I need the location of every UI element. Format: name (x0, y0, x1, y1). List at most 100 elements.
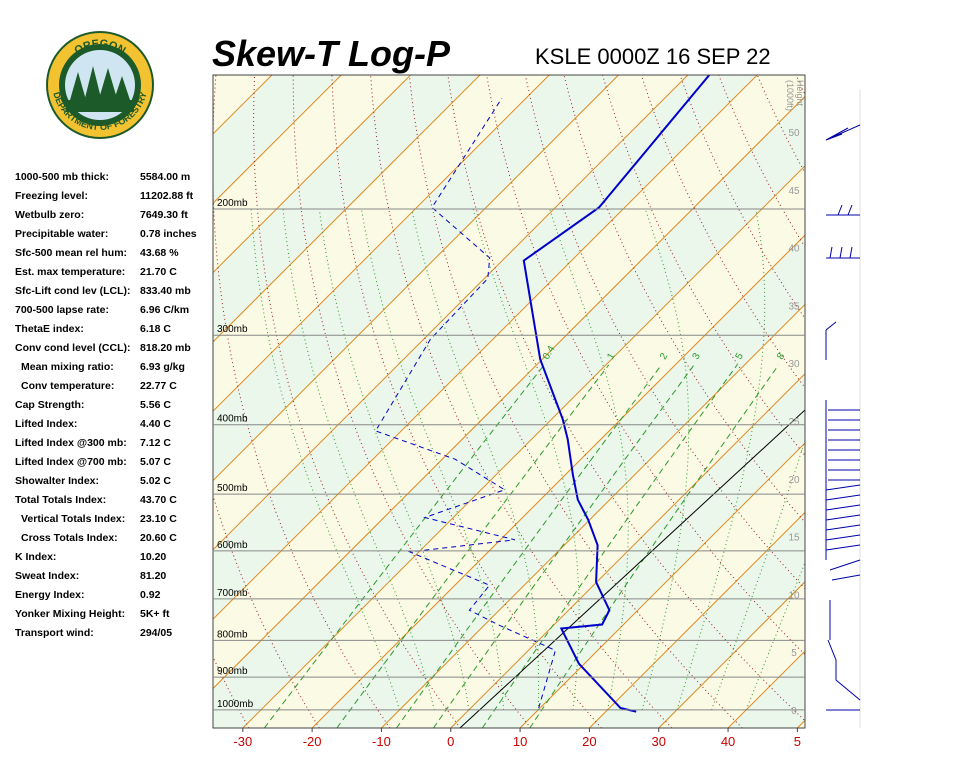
height-tick-label: 40 (788, 244, 800, 255)
index-value: 5.02 C (140, 475, 171, 487)
index-label: Energy Index: (15, 589, 84, 601)
temp-tick-label: 5 (794, 734, 801, 749)
temp-tick-label: -30 (233, 734, 252, 749)
index-label: Total Totals Index: (15, 494, 106, 506)
index-value: 22.77 C (140, 380, 177, 392)
logo-top-text: OREGON (72, 38, 127, 57)
index-value: 818.20 mb (140, 342, 191, 354)
isotherm (381, 303, 805, 728)
dry-adiabat (408, 75, 743, 728)
temp-tick-label: 40 (721, 734, 735, 749)
indices: 1000-500 mb thick: 5584.00 m Freezing leve… (15, 171, 197, 639)
height-axis-label: (1000ft) (785, 80, 795, 111)
index-label: Sweat Index: (15, 570, 79, 582)
mixing-ratio-line (396, 364, 662, 728)
isotherm (242, 165, 805, 728)
temp-tick-label: 20 (582, 734, 596, 749)
height-tick-label: 25 (788, 417, 800, 428)
band (797, 720, 805, 728)
index-value: 4.40 C (140, 418, 171, 430)
pressure-label: 900mb (217, 666, 248, 677)
index-label: Lifted Index @300 mb: (15, 437, 127, 449)
isotherm (213, 75, 481, 343)
isotherm (658, 581, 805, 728)
height-tick-label: 50 (788, 128, 800, 139)
pressure-label: 600mb (217, 540, 248, 551)
dry-adiabat (640, 75, 805, 389)
index-label: Conv temperature: (21, 380, 114, 392)
index-value: 0.92 (140, 589, 161, 601)
index-value: 6.96 C/km (140, 304, 189, 316)
isotherm (450, 373, 805, 728)
index-value: 5K+ ft (140, 608, 170, 620)
index-value: 43.70 C (140, 494, 177, 506)
axes: 200mb 300mb 400mb 500mb 600mb 700mb 800mb 900mb… (213, 80, 805, 749)
pressure-label: 1000mb (217, 699, 254, 710)
index-value: 20.60 C (140, 532, 177, 544)
index-label: Showalter Index: (15, 475, 99, 487)
isotherm (519, 442, 805, 728)
title: Skew-T Log-P (212, 33, 451, 74)
mixing-ratio-label: 8 (775, 351, 788, 362)
height-tick-label: 5 (791, 648, 797, 659)
mixing-ratio-line (529, 364, 780, 728)
index-label: Precipitable water: (15, 228, 108, 240)
index-label: Est. max temperature: (15, 266, 125, 278)
isotherm (213, 75, 758, 620)
dry-adiabat (795, 75, 805, 96)
index-value: 5.56 C (140, 399, 171, 411)
isotherm (589, 511, 805, 728)
isotherm (213, 75, 342, 204)
mixing-ratio-line (481, 364, 738, 728)
index-label: Conv cond level (CCL): (15, 342, 131, 354)
plot-frame (212, 74, 806, 729)
isotherm (213, 75, 411, 274)
dry-adiabat (912, 75, 960, 728)
index-value: 7.12 C (140, 437, 171, 449)
height-tick-label: 15 (788, 533, 800, 544)
index-value: 833.40 mb (140, 285, 191, 297)
dry-adiabat (331, 75, 602, 728)
mixing-ratio-line (432, 364, 695, 728)
index-label: Lifted Index: (15, 418, 77, 430)
index-label: K Index: (15, 551, 56, 563)
index-label: Sfc-Lift cond lev (LCL): (15, 285, 131, 297)
index-label: Wetbulb zero: (15, 209, 84, 221)
index-value: 6.18 C (140, 323, 171, 335)
moist-adiabat (250, 208, 401, 711)
isotherm (213, 95, 805, 690)
dry-adiabat (873, 75, 960, 728)
dry-adiabat (213, 494, 320, 728)
index-value: 7649.30 ft (140, 209, 188, 221)
height-tick-label: 45 (788, 186, 800, 197)
moist-adiabat (360, 208, 505, 710)
index-value: 6.93 g/kg (140, 361, 185, 373)
index-value: 81.20 (140, 570, 166, 582)
isotherm (213, 75, 619, 482)
temp-tick-label: 10 (513, 734, 527, 749)
dry-adiabat (213, 75, 391, 728)
index-label: 700-500 lapse rate: (15, 304, 109, 316)
index-label: Yonker Mixing Height: (15, 608, 125, 620)
station: KSLE 0000Z 16 SEP 22 (535, 44, 771, 69)
temp-tick-label: 30 (651, 734, 665, 749)
dry-adiabat (370, 75, 673, 728)
reference-line (459, 409, 805, 728)
band (213, 75, 805, 689)
band (213, 96, 805, 728)
temp-tick-label: -10 (372, 734, 391, 749)
pressure-label: 300mb (217, 324, 248, 335)
dry-adiabat (292, 75, 532, 728)
plot-area: 0.4 1 2 3 5 8 (213, 75, 960, 728)
dry-adiabat (524, 75, 805, 590)
mixing-ratio-label: 1 (605, 351, 618, 362)
pressure-label: 800mb (217, 629, 248, 640)
isotherm (797, 719, 805, 728)
isotherm (213, 75, 689, 551)
index-label: ThetaE index: (15, 323, 84, 335)
band (867, 75, 960, 728)
moist-adiabat (676, 208, 766, 711)
index-value: 294/05 (140, 627, 172, 639)
index-value: 0.78 inches (140, 228, 197, 240)
